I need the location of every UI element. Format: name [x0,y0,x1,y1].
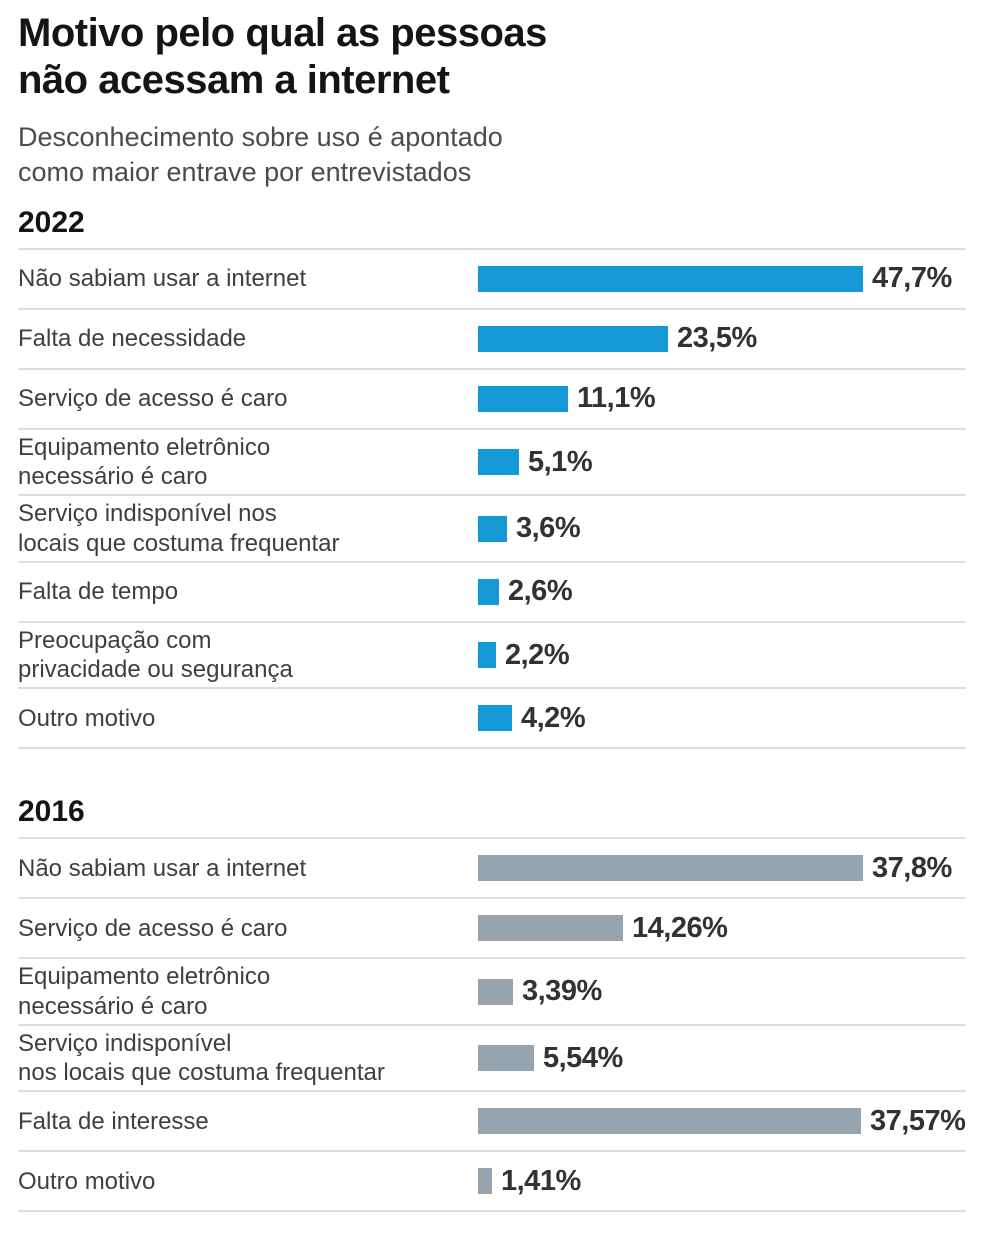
category-label: Serviço indisponível nos locais que cost… [18,500,340,557]
bar [478,578,499,605]
value-label: 5,54% [543,1041,623,1074]
category-label: Equipamento eletrônico necessário é caro [18,433,271,491]
bar [478,1168,492,1195]
bar [478,265,863,292]
bar-area: 3,6% [478,512,966,545]
bar [478,325,668,352]
value-label: 37,8% [872,851,952,884]
bar-area: 5,1% [478,446,966,479]
category-label: Equipamento eletrônico necessário é caro [18,963,271,1020]
chart-row: Outro motivo 4,2% [18,687,966,747]
chart-row: Preocupação com privacidade ou segurança… [18,620,966,688]
chart-section: 2022 Não sabiam usar a internet 47,7% Falta… [18,206,966,750]
bar [478,642,496,669]
value-label: 3,39% [522,975,602,1008]
bar-area: 47,7% [478,262,966,295]
bar [478,515,507,542]
value-label: 2,2% [505,638,570,671]
bar-area: 11,1% [478,382,966,415]
category-label: Não sabiam usar a internet [18,265,307,293]
bar [478,978,513,1005]
value-label: 47,7% [872,262,952,295]
chart-row: Equipamento eletrônico necessário é caro… [18,427,966,495]
category-label: Não sabiam usar a internet [18,854,307,882]
bar-area: 3,39% [478,975,966,1008]
bar-area: 14,26% [478,912,966,945]
chart-row: Serviço de acesso é caro 11,1% [18,367,966,428]
bar [478,449,519,476]
chart-row: Outro motivo 1,41% [18,1150,966,1210]
chart-row: Falta de tempo 2,6% [18,560,966,621]
page-title: Motivo pelo qual as pessoas não acessam … [18,11,547,102]
bar [478,915,623,942]
bar-area: 5,54% [478,1042,966,1075]
bar-area: 23,5% [478,322,966,355]
chart-rows: Não sabiam usar a internet 47,7% Falta de … [18,247,966,750]
chart-row: Serviço de acesso é caro 14,26% [18,897,966,957]
category-label: Serviço de acesso é caro [18,914,288,942]
subtitle: Desconhecimento sobre uso é apontado com… [18,121,503,187]
category-label: Serviço indisponível nos locais que cost… [18,1029,385,1087]
category-label: Falta de tempo [18,578,179,606]
bar-area: 4,2% [478,702,966,735]
category-label: Preocupação com privacidade ou segurança [18,626,293,684]
chart-row: Não sabiam usar a internet 47,7% [18,247,966,308]
value-label: 2,6% [508,575,573,608]
bar [478,1045,534,1072]
bar-area: 2,2% [478,639,966,672]
category-label: Falta de interesse [18,1107,209,1135]
chart-row: Equipamento eletrônico necessário é caro… [18,957,966,1024]
value-label: 1,41% [501,1164,581,1197]
category-label: Falta de necessidade [18,325,247,353]
value-label: 14,26% [632,911,728,944]
bar [478,385,568,412]
bar-area: 1,41% [478,1165,966,1198]
value-label: 11,1% [577,382,656,415]
bar [478,705,512,732]
bar-area: 2,6% [478,575,966,608]
value-label: 3,6% [516,512,581,545]
value-label: 23,5% [677,322,757,355]
category-label: Outro motivo [18,1167,156,1195]
chart-row: Falta de interesse 37,57% [18,1090,966,1150]
chart-section: 2016 Não sabiam usar a internet 37,8% Servi… [18,795,966,1213]
chart-rows: Não sabiam usar a internet 37,8% Serviço d… [18,837,966,1213]
bar-area: 37,8% [478,852,966,885]
chart-row: Serviço indisponível nos locais que cost… [18,494,966,561]
category-label: Serviço de acesso é caro [18,385,288,413]
category-label: Outro motivo [18,704,156,732]
section-year-heading: 2016 [18,795,85,829]
bar-area: 37,57% [478,1105,966,1138]
chart-row: Serviço indisponível nos locais que cost… [18,1023,966,1091]
value-label: 4,2% [521,701,586,734]
section-year-heading: 2022 [18,205,85,239]
chart-row: Falta de necessidade 23,5% [18,307,966,368]
chart-row: Não sabiam usar a internet 37,8% [18,837,966,897]
value-label: 5,1% [528,445,593,478]
chart-sections: 2022 Não sabiam usar a internet 47,7% Falta… [18,206,966,1213]
bar [478,1108,861,1135]
value-label: 37,57% [870,1104,966,1137]
bar [478,855,863,882]
